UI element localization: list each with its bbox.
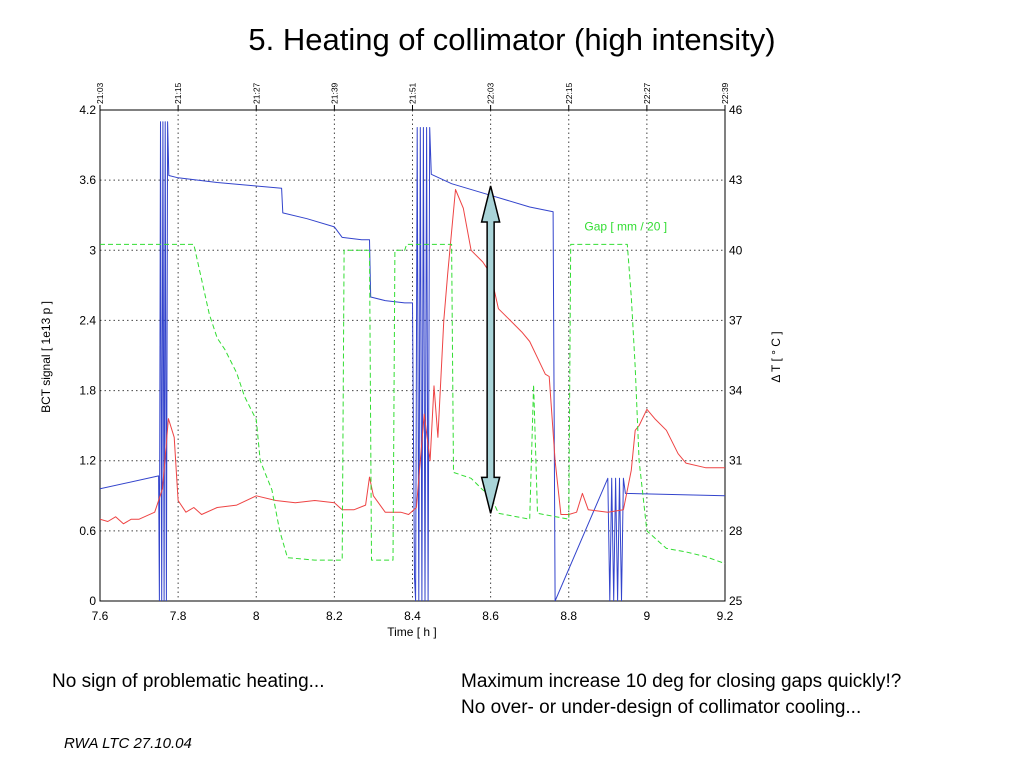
x-axis-label: Time [ h ] — [387, 625, 437, 639]
series-line-temperature — [100, 189, 725, 525]
x-tick-label: 7.6 — [92, 609, 109, 623]
x-tick-label: 8.6 — [482, 609, 499, 623]
top-time-tick-label: 21:27 — [251, 82, 261, 104]
double-arrow-annotation — [480, 185, 501, 514]
y2-tick-label: 34 — [729, 384, 743, 398]
axis-ticks: 7.6 7.8 8 8.2 8.4 8.6 8.8 9 9.2 21:03 21:15 21:27 21… — [79, 82, 742, 623]
y2-tick-label: 31 — [729, 454, 743, 468]
y-tick-label: 1.2 — [79, 454, 96, 468]
y-axis-label: BCT signal [ 1e13 p ] — [39, 301, 53, 413]
top-time-tick-label: 21:03 — [95, 82, 105, 104]
y-tick-label: 0.6 — [79, 524, 96, 538]
top-time-tick-label: 22:15 — [564, 82, 574, 104]
double-arrow — [480, 185, 501, 514]
y2-tick-label: 46 — [729, 103, 743, 117]
series-group — [100, 121, 725, 601]
note-left: No sign of problematic heating... — [52, 671, 325, 692]
top-time-tick-label: 21:39 — [329, 82, 339, 104]
y-tick-label: 2.4 — [79, 313, 96, 327]
x-tick-label: 8 — [253, 609, 260, 623]
x-tick-label: 8.4 — [404, 609, 421, 623]
top-time-tick-label: 21:51 — [408, 82, 418, 104]
x-tick-label: 8.2 — [326, 609, 343, 623]
footer-credit: RWA LTC 27.10.04 — [64, 735, 192, 752]
x-tick-label: 9.2 — [717, 609, 734, 623]
slide-title: 5. Heating of collimator (high intensity… — [248, 22, 776, 57]
x-tick-label: 9 — [644, 609, 651, 623]
top-time-tick-label: 22:27 — [642, 82, 652, 104]
top-time-tick-label: 22:39 — [720, 82, 730, 104]
gap-annotation: Gap [ mm / 20 ] — [584, 219, 667, 233]
y2-tick-label: 25 — [729, 594, 743, 608]
y2-axis-label: Δ T [ ° C ] — [769, 331, 783, 382]
y2-tick-label: 28 — [729, 524, 743, 538]
y-tick-label: 0 — [89, 594, 96, 608]
note-right-line-2: No over- or under-design of collimator c… — [461, 697, 862, 718]
x-tick-label: 7.8 — [170, 609, 187, 623]
y2-tick-label: 37 — [729, 313, 743, 327]
series-line-bct — [100, 121, 725, 601]
y-tick-label: 4.2 — [79, 103, 96, 117]
top-time-tick-label: 22:03 — [486, 82, 496, 104]
y2-tick-label: 43 — [729, 173, 743, 187]
y-tick-label: 3 — [89, 243, 96, 257]
y-tick-label: 3.6 — [79, 173, 96, 187]
y2-tick-label: 40 — [729, 243, 743, 257]
y-tick-label: 1.8 — [79, 384, 96, 398]
note-right-line-1: Maximum increase 10 deg for closing gaps… — [461, 671, 902, 692]
top-time-tick-label: 21:15 — [173, 82, 183, 104]
x-tick-label: 8.8 — [560, 609, 577, 623]
